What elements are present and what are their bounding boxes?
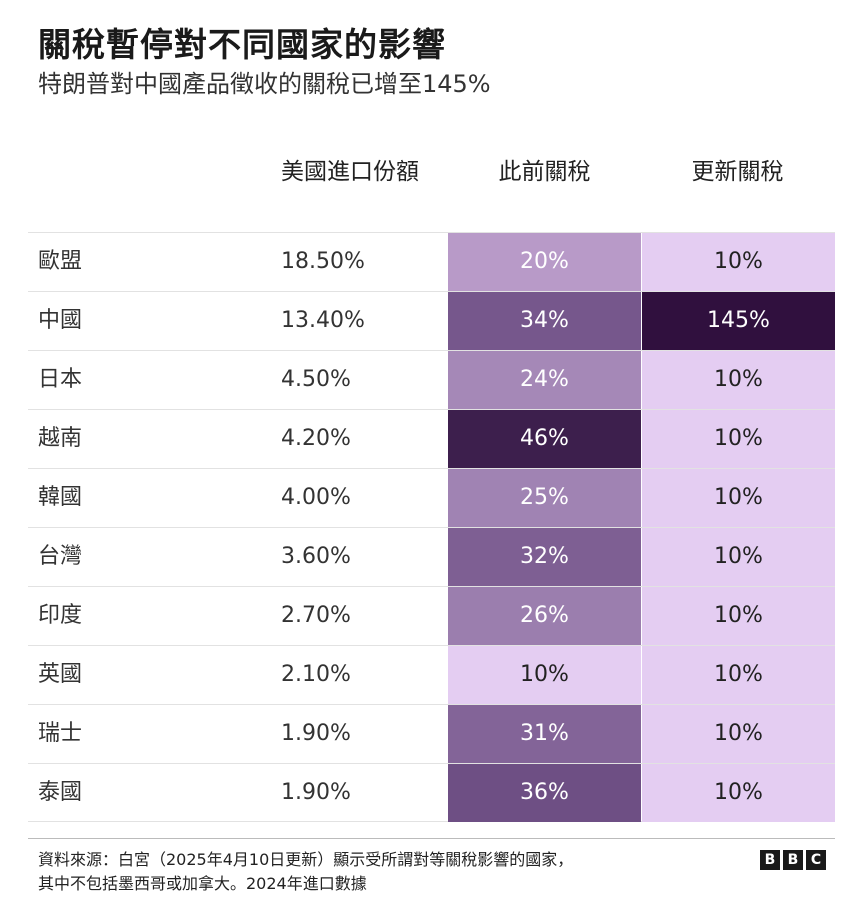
updated-tariff-cell: 10% (642, 469, 835, 527)
source-line-2: 其中不包括墨西哥或加拿大。2024年進口數據 (38, 874, 367, 893)
previous-tariff-cell: 25% (448, 469, 641, 527)
country-label: 泰國 (38, 780, 83, 805)
table-row: 印度 2.70% 26% 10% (28, 586, 835, 645)
table-row: 歐盟 18.50% 20% 10% (28, 232, 835, 291)
previous-tariff-cell: 32% (448, 528, 641, 586)
table-row: 韓國 4.00% 25% 10% (28, 468, 835, 527)
import-share-value: 4.20% (281, 426, 351, 451)
column-header-import-share: 美國進口份額 (281, 159, 419, 185)
import-share-value: 13.40% (281, 308, 365, 333)
country-label: 歐盟 (38, 249, 83, 274)
bbc-logo: B B C (760, 850, 826, 870)
updated-tariff-cell: 10% (642, 646, 835, 704)
import-share-value: 3.60% (281, 544, 351, 569)
bbc-logo-letter: B (760, 850, 780, 870)
updated-tariff-cell: 145% (642, 292, 835, 350)
table-row: 泰國 1.90% 36% 10% (28, 763, 835, 822)
bbc-logo-letter: C (806, 850, 826, 870)
table-row: 中國 13.40% 34% 145% (28, 291, 835, 350)
country-label: 印度 (38, 603, 83, 628)
updated-tariff-cell: 10% (642, 705, 835, 763)
import-share-value: 4.00% (281, 485, 351, 510)
previous-tariff-cell: 20% (448, 233, 641, 291)
import-share-value: 2.70% (281, 603, 351, 628)
country-label: 台灣 (38, 544, 83, 569)
country-label: 日本 (38, 367, 83, 392)
updated-tariff-cell: 10% (642, 233, 835, 291)
updated-tariff-cell: 10% (642, 528, 835, 586)
table-row: 台灣 3.60% 32% 10% (28, 527, 835, 586)
country-label: 瑞士 (38, 721, 83, 746)
updated-tariff-cell: 10% (642, 351, 835, 409)
import-share-value: 2.10% (281, 662, 351, 687)
updated-tariff-cell: 10% (642, 410, 835, 468)
country-label: 越南 (38, 426, 83, 451)
previous-tariff-cell: 46% (448, 410, 641, 468)
table-row: 日本 4.50% 24% 10% (28, 350, 835, 409)
country-label: 韓國 (38, 485, 83, 510)
import-share-value: 1.90% (281, 780, 351, 805)
chart-subtitle: 特朗普對中國產品徵收的關稅已增至145% (38, 70, 491, 98)
column-header-previous-tariff: 此前關稅 (498, 159, 591, 185)
import-share-value: 18.50% (281, 249, 365, 274)
source-note: 資料來源：白宮（2025年4月10日更新）顯示受所謂對等關稅影響的國家， 其中不… (38, 848, 738, 896)
table-row: 英國 2.10% 10% 10% (28, 645, 835, 704)
table-row: 越南 4.20% 46% 10% (28, 409, 835, 468)
tariff-table: 歐盟 18.50% 20% 10% 中國 13.40% 34% 145% 日本 4.50% 24% 1… (28, 232, 835, 822)
previous-tariff-cell: 10% (448, 646, 641, 704)
previous-tariff-cell: 24% (448, 351, 641, 409)
table-row: 瑞士 1.90% 31% 10% (28, 704, 835, 763)
chart-title: 關稅暫停對不同國家的影響 (38, 25, 446, 64)
country-label: 中國 (38, 308, 83, 333)
bbc-logo-letter: B (783, 850, 803, 870)
import-share-value: 1.90% (281, 721, 351, 746)
country-label: 英國 (38, 662, 83, 687)
updated-tariff-cell: 10% (642, 587, 835, 645)
previous-tariff-cell: 34% (448, 292, 641, 350)
import-share-value: 4.50% (281, 367, 351, 392)
updated-tariff-cell: 10% (642, 764, 835, 822)
previous-tariff-cell: 36% (448, 764, 641, 822)
previous-tariff-cell: 26% (448, 587, 641, 645)
column-header-updated-tariff: 更新關稅 (691, 159, 784, 185)
previous-tariff-cell: 31% (448, 705, 641, 763)
source-line-1: 資料來源：白宮（2025年4月10日更新）顯示受所謂對等關稅影響的國家， (38, 850, 574, 869)
footer-divider (28, 838, 835, 839)
